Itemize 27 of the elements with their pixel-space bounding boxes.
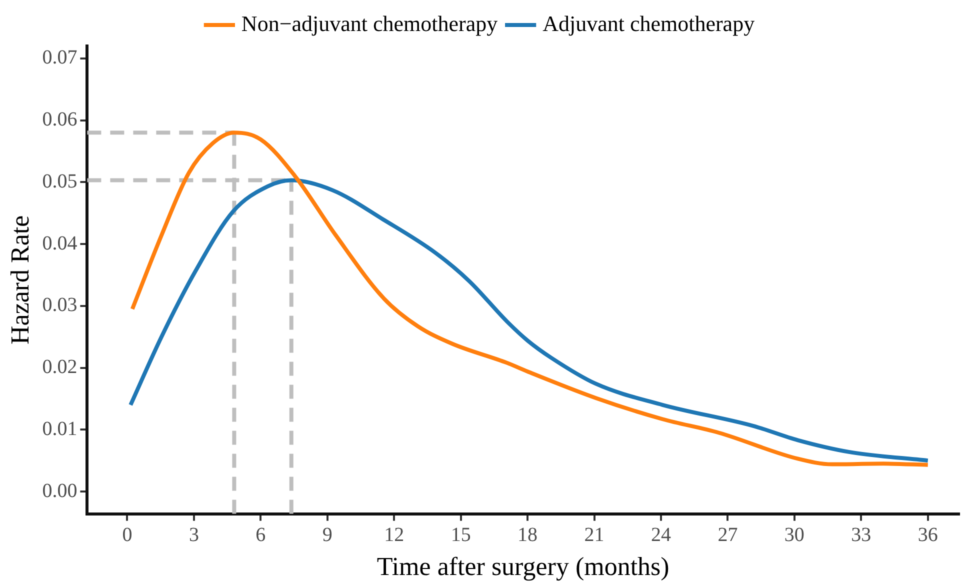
x-tick-label: 24 <box>650 524 671 546</box>
y-tick-label: 0.00 <box>42 480 78 502</box>
line-series <box>128 178 930 463</box>
x-tick-label: 12 <box>384 524 404 546</box>
y-tick-label: 0.06 <box>42 108 78 131</box>
y-tick-label: 0.01 <box>42 418 78 440</box>
y-axis-title: Hazard Rate <box>5 215 34 344</box>
y-tick-label: 0.05 <box>42 170 78 192</box>
y-tick-label: 0.07 <box>42 46 78 69</box>
y-tick-label: 0.03 <box>42 294 78 316</box>
legend-label: Non−adjuvant chemotherapy <box>241 10 498 36</box>
x-tick-label: 3 <box>188 524 199 546</box>
x-tick-label: 6 <box>256 524 266 546</box>
x-tick-label: 15 <box>450 524 471 546</box>
x-tick-label: 30 <box>784 524 804 546</box>
x-tick-label: 0 <box>122 524 132 546</box>
line-series <box>130 130 930 467</box>
x-tick-label: 9 <box>322 524 332 546</box>
x-tick-label: 27 <box>718 524 738 546</box>
x-tick-label: 21 <box>584 524 604 546</box>
legend-label: Adjuvant chemotherapy <box>542 10 755 36</box>
y-tick-label: 0.02 <box>42 356 78 378</box>
x-axis-title: Time after surgery (months) <box>376 552 670 582</box>
x-tick-label: 33 <box>851 524 872 546</box>
y-tick-label: 0.04 <box>42 232 78 254</box>
x-tick-label: 18 <box>518 524 538 546</box>
x-tick-label: 36 <box>918 524 938 546</box>
